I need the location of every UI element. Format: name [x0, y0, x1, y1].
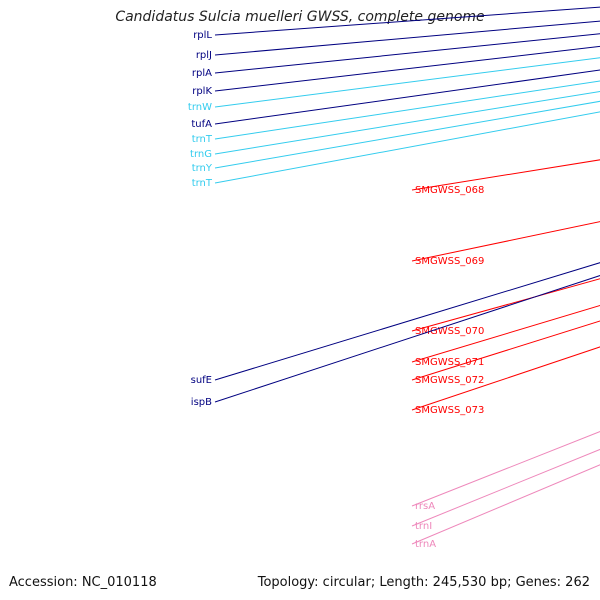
gene-label-rrsa: rrsA — [415, 501, 435, 512]
gene-label-smgwss-068: SMGWSS_068 — [415, 185, 484, 196]
leader-line-tufa — [214, 69, 600, 125]
gene-label-trng: trnG — [190, 149, 212, 160]
gene-label-trnt: trnT — [192, 134, 213, 145]
gene-label-smgwss-072: SMGWSS_072 — [415, 375, 484, 386]
leader-line-trny — [214, 100, 600, 169]
leader-line-smgwss-069 — [411, 221, 600, 262]
leader-line-rplj — [214, 20, 600, 56]
gene-label-smgwss-071: SMGWSS_071 — [415, 357, 484, 368]
genome-summary-text: Topology: circular; Length: 245,530 bp; … — [257, 575, 590, 590]
gene-label-ispb: ispB — [191, 397, 212, 408]
map-title: Candidatus Sulcia muelleri GWSS, complet… — [115, 9, 485, 25]
leader-line-trnt — [214, 111, 600, 184]
leader-line-trnw — [214, 57, 600, 108]
gene-label-rplj: rplJ — [196, 50, 212, 61]
accession-text: Accession: NC_010118 — [9, 575, 157, 590]
gene-label-rplk: rplK — [192, 86, 212, 97]
gene-label-trna: trnA — [415, 539, 436, 550]
leader-line-ispb — [214, 275, 600, 403]
leader-line-rpll — [214, 6, 600, 36]
gene-label-trni: trnI — [415, 521, 432, 532]
leader-line-sufe — [214, 262, 600, 381]
gene-label-sufe: sufE — [191, 375, 212, 386]
leader-line-smgwss-068 — [411, 159, 600, 191]
gene-label-smgwss-073: SMGWSS_073 — [415, 405, 484, 416]
leader-line-trnt — [214, 80, 600, 140]
gene-label-smgwss-070: SMGWSS_070 — [415, 326, 484, 337]
leader-line-trng — [214, 90, 600, 155]
leader-line-trni — [411, 448, 600, 527]
gene-label-trny: trnY — [192, 163, 213, 174]
gene-label-rpll: rplL — [193, 30, 212, 41]
gene-label-trnw: trnW — [188, 102, 212, 113]
gene-label-rpla: rplA — [192, 68, 212, 79]
leader-line-rplk — [214, 45, 600, 92]
leader-line-smgwss-070 — [411, 278, 600, 332]
leader-line-rpla — [214, 33, 600, 74]
gene-label-smgwss-069: SMGWSS_069 — [415, 256, 484, 267]
label-layer: rplL rplJ rplA rplK trnW tufA trnT trnG trnY trnT… — [188, 6, 600, 550]
leader-line-smgwss-073 — [411, 346, 600, 411]
gene-label-tufa: tufA — [191, 119, 212, 130]
gene-label-trnt: trnT — [192, 178, 213, 189]
